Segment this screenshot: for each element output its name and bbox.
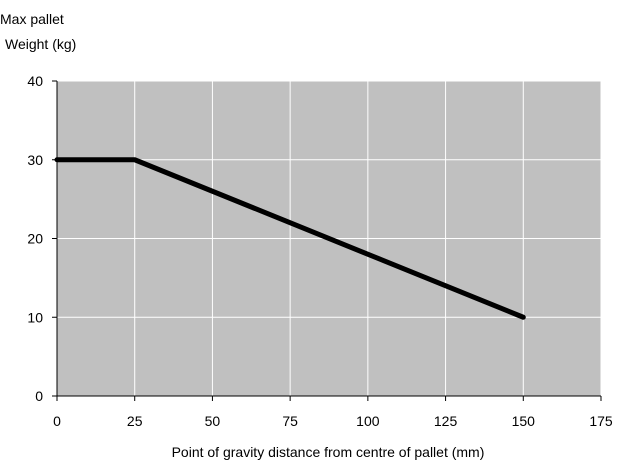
gridlines xyxy=(57,80,602,396)
x-tick-label: 25 xyxy=(127,413,143,429)
x-tick-label: 175 xyxy=(589,413,613,429)
x-tick-label: 125 xyxy=(434,413,458,429)
y-tick-label: 30 xyxy=(27,152,43,168)
y-tick-label: 40 xyxy=(27,73,43,89)
y-tick-label: 20 xyxy=(27,231,43,247)
series-line xyxy=(54,157,526,320)
y-axis-title-line-2: Weight (kg) xyxy=(5,36,76,52)
ticks: 0 10 20 30 40 0 25 50 75 100 125 150 175 xyxy=(27,73,612,429)
y-axis-title-line-1: Max pallet xyxy=(0,11,64,27)
x-axis-title: Point of gravity distance from centre of… xyxy=(172,444,485,460)
y-tick-label: 0 xyxy=(35,388,43,404)
x-tick-label: 0 xyxy=(53,413,61,429)
x-tick-label: 100 xyxy=(356,413,380,429)
x-tick-label: 150 xyxy=(512,413,536,429)
y-tick-label: 10 xyxy=(27,309,43,325)
x-tick-label: 75 xyxy=(282,413,298,429)
x-tick-label: 50 xyxy=(205,413,221,429)
series-layer xyxy=(54,157,526,320)
